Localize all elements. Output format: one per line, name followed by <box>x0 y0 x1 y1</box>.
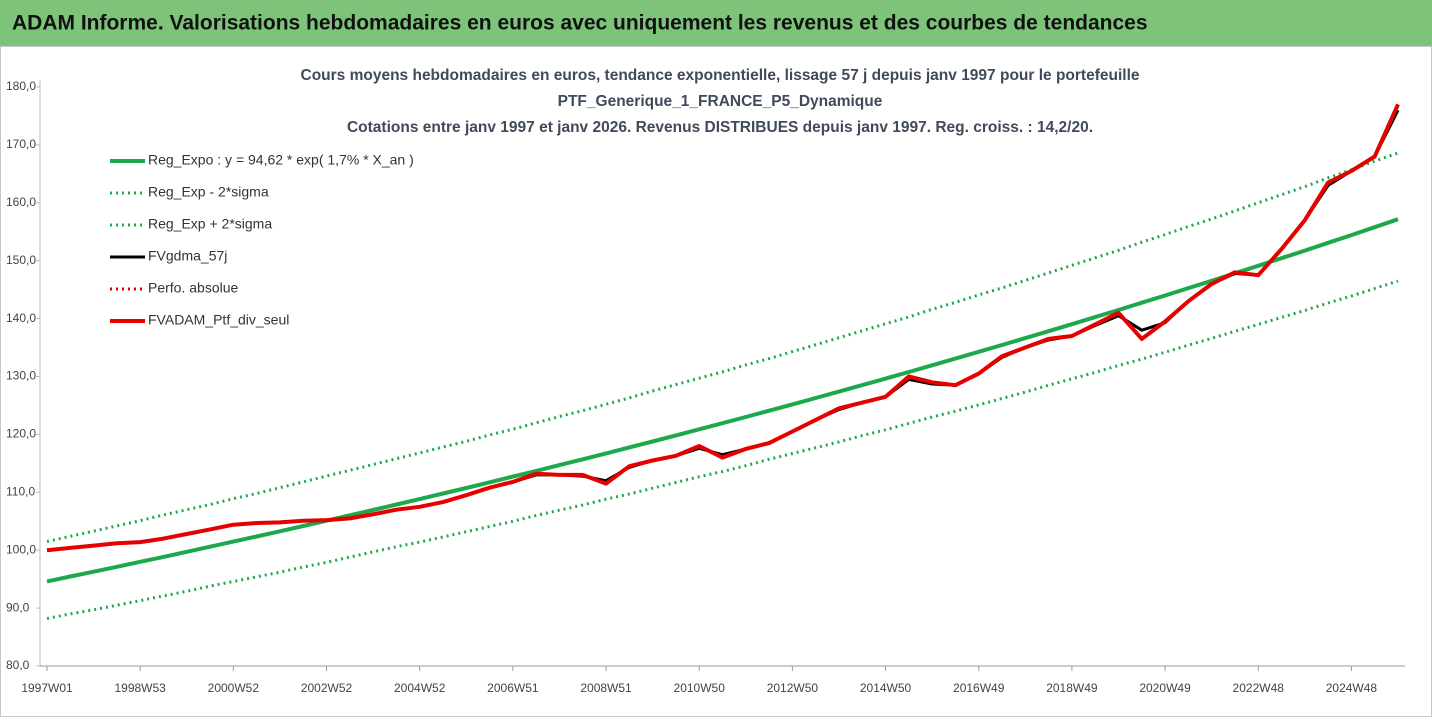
x-tick-label: 1998W53 <box>114 681 166 695</box>
y-tick-label: 160,0 <box>6 195 36 209</box>
legend-label: Reg_Expo : y = 94,62 * exp( 1,7% * X_an … <box>148 152 414 168</box>
y-tick-label: 150,0 <box>6 253 36 267</box>
x-tick-label: 2000W52 <box>208 681 260 695</box>
chart-frame <box>0 46 1432 717</box>
series-line <box>46 279 1399 620</box>
y-tick-label: 110,0 <box>6 484 35 498</box>
x-tick-label: 2012W50 <box>767 681 819 695</box>
subtitle: Cours moyens hebdomadaires en euros, ten… <box>301 67 1140 84</box>
x-tick-label: 2016W49 <box>953 681 1005 695</box>
legend-label: Reg_Exp - 2*sigma <box>148 184 269 200</box>
series-line <box>46 109 1400 552</box>
x-tick-label: 2024W48 <box>1326 681 1378 695</box>
x-tick-label: 2010W50 <box>674 681 726 695</box>
series-line <box>46 217 1399 584</box>
x-tick-label: 2008W51 <box>580 681 632 695</box>
series-line <box>46 103 1400 553</box>
x-tick-label: 2018W49 <box>1046 681 1098 695</box>
series-line <box>46 151 1399 543</box>
subtitle: PTF_Generique_1_FRANCE_P5_Dynamique <box>558 93 883 110</box>
y-tick-label: 170,0 <box>6 137 36 151</box>
x-tick-label: 1997W01 <box>21 681 73 695</box>
x-tick-label: 2004W52 <box>394 681 446 695</box>
x-tick-label: 2020W49 <box>1139 681 1191 695</box>
legend-label: Perfo. absolue <box>148 280 238 296</box>
y-tick-label: 140,0 <box>6 311 36 325</box>
y-tick-label: 130,0 <box>6 369 36 383</box>
header-bar <box>0 0 1432 46</box>
chart-title: ADAM Informe. Valorisations hebdomadaire… <box>12 12 1148 35</box>
y-tick-label: 100,0 <box>6 542 36 556</box>
x-tick-label: 2006W51 <box>487 681 539 695</box>
y-tick-label: 90,0 <box>6 600 30 614</box>
y-tick-label: 120,0 <box>6 427 36 441</box>
legend-label: Reg_Exp + 2*sigma <box>148 216 272 232</box>
x-tick-label: 2002W52 <box>301 681 353 695</box>
y-tick-label: 80,0 <box>6 658 30 672</box>
subtitle: Cotations entre janv 1997 et janv 2026. … <box>347 119 1093 136</box>
x-tick-label: 2014W50 <box>860 681 912 695</box>
legend-label: FVgdma_57j <box>148 248 227 264</box>
x-tick-label: 2022W48 <box>1233 681 1285 695</box>
legend-label: FVADAM_Ptf_div_seul <box>148 312 289 328</box>
y-tick-label: 180,0 <box>6 79 36 93</box>
